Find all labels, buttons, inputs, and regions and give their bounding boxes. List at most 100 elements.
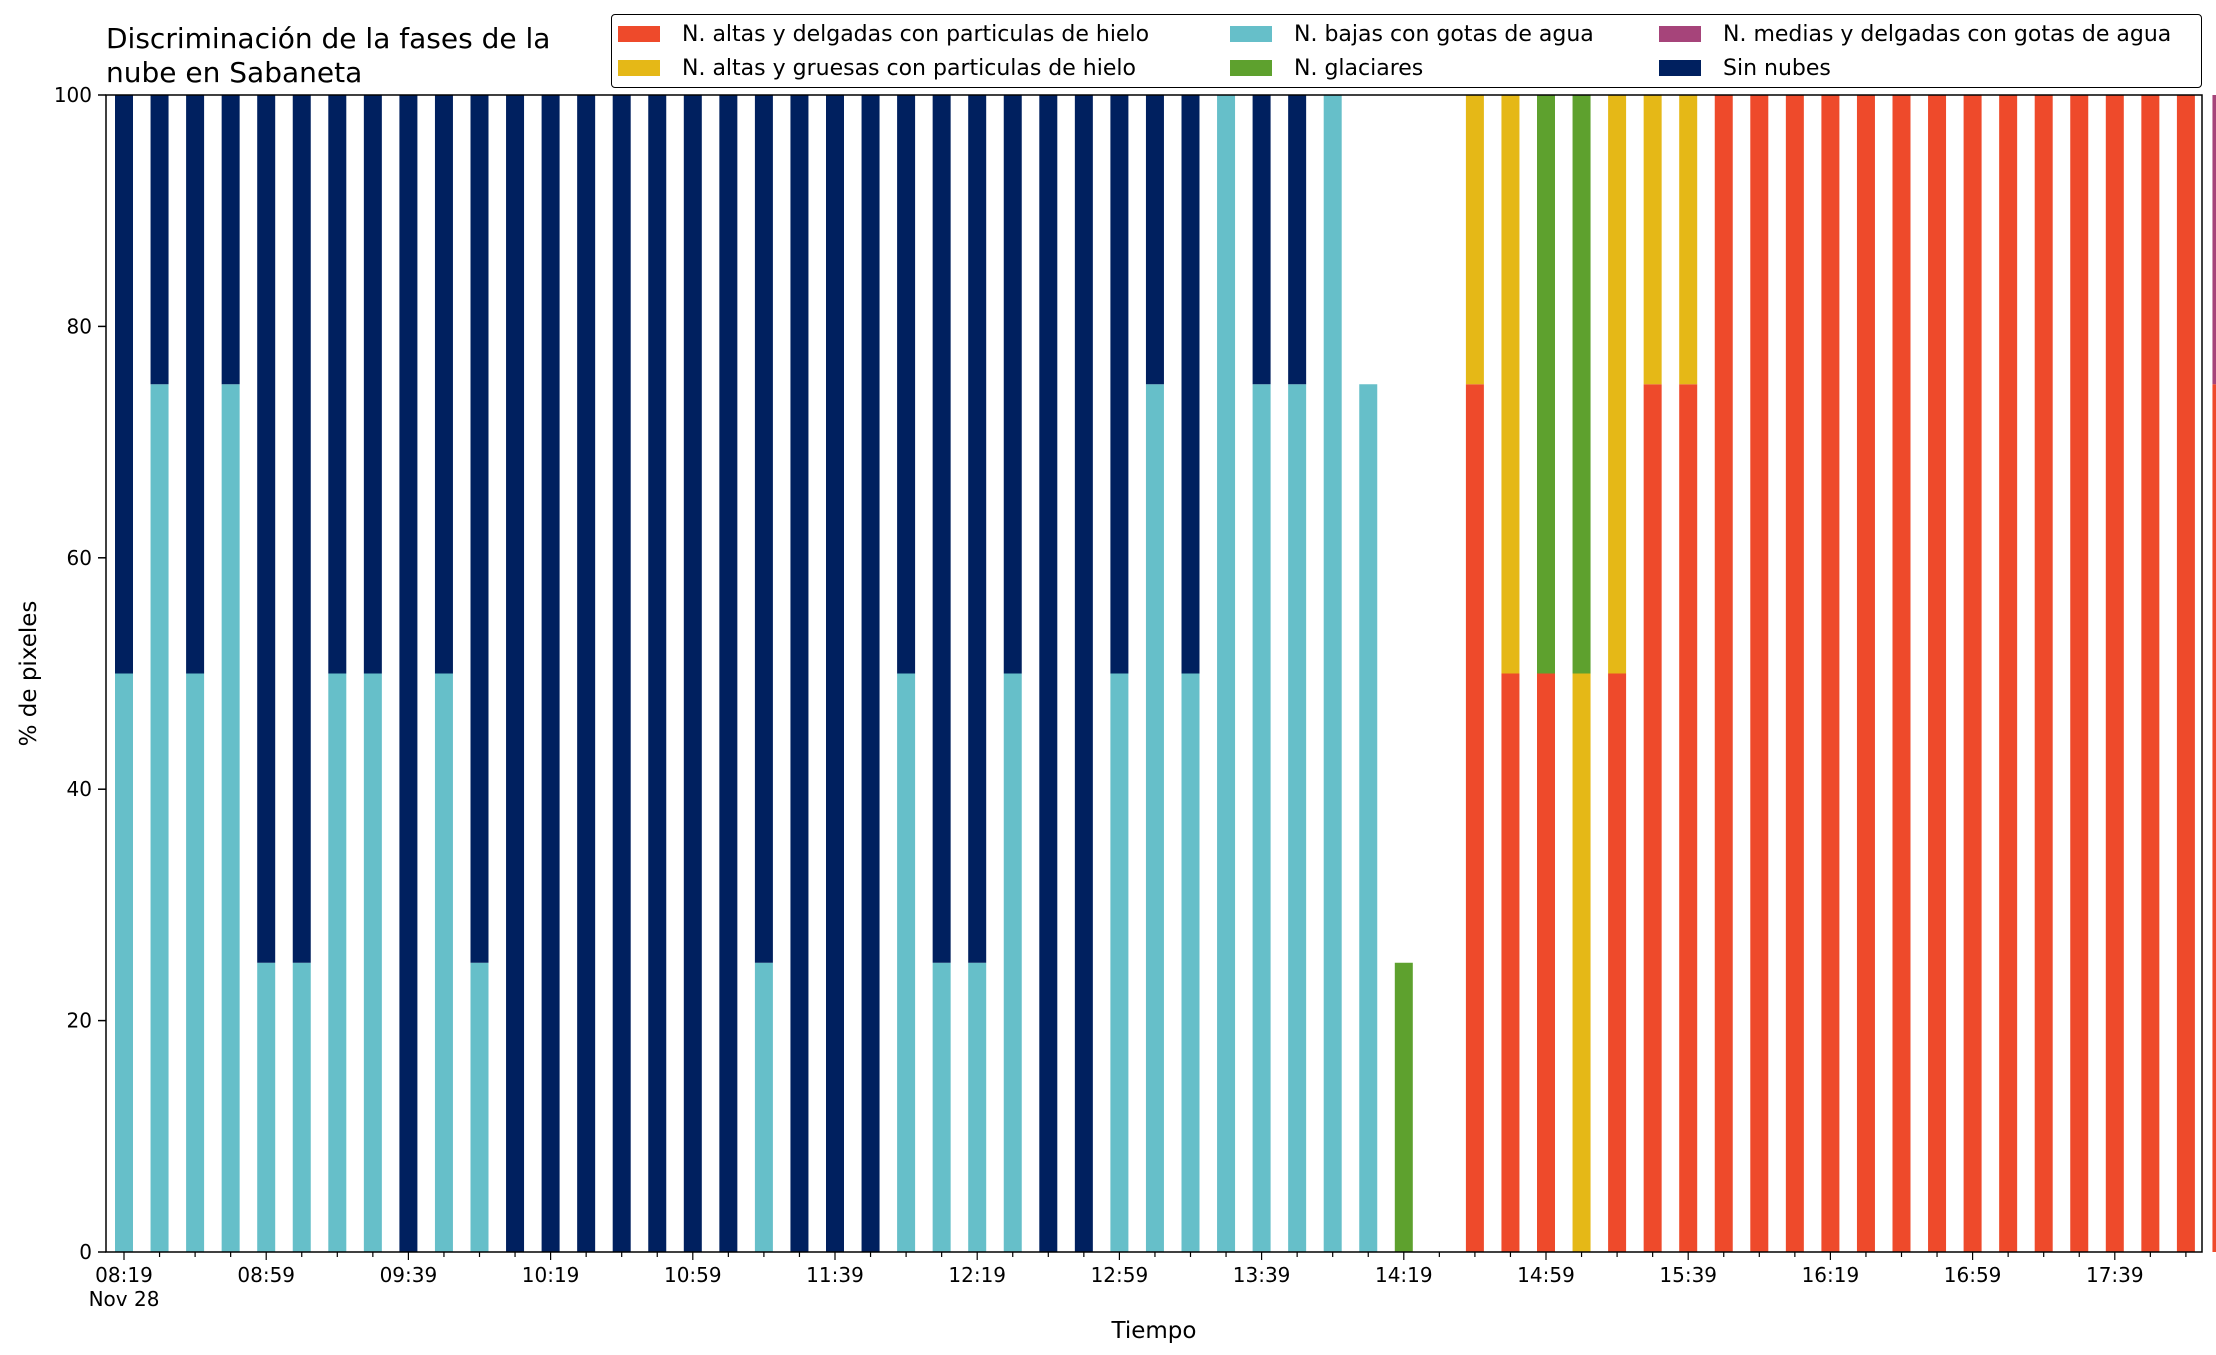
legend-item-altas-delgadas: N. altas y delgadas con particulas de hi… xyxy=(618,19,1149,49)
y-tick-label: 80 xyxy=(67,314,92,338)
bar-segment xyxy=(1608,95,1627,674)
bar-segment xyxy=(221,384,240,1252)
legend-item-medias-delgadas: N. medias y delgadas con gotas de agua xyxy=(1659,19,2171,49)
x-tick-label: 14:59 xyxy=(1517,1263,1575,1287)
bar-segment xyxy=(1145,95,1164,385)
bar-segment xyxy=(506,95,525,1252)
x-tick-label: 15:39 xyxy=(1659,1263,1717,1287)
bar-segment xyxy=(1359,384,1378,1252)
bar-segment xyxy=(1394,962,1413,1252)
bar-segment xyxy=(1074,95,1093,1252)
bar-segment xyxy=(115,673,133,1252)
bar-segment xyxy=(363,673,382,1252)
legend-swatch xyxy=(618,60,660,76)
bar-segment xyxy=(1785,95,1804,1252)
bar-segment xyxy=(1252,384,1271,1252)
bar-segment xyxy=(328,673,347,1252)
bar-segment xyxy=(1643,95,1662,385)
bar-segment xyxy=(968,95,987,963)
legend-item-glaciares: N. glaciares xyxy=(1230,53,1423,83)
legend-swatch xyxy=(1230,26,1272,42)
bar-segment xyxy=(1928,95,1947,1252)
y-tick-label: 20 xyxy=(67,1009,92,1033)
bar-segment xyxy=(470,962,489,1252)
bar-segment xyxy=(1288,384,1307,1252)
legend-item-sin-nubes: Sin nubes xyxy=(1659,53,1831,83)
legend-item-bajas-gotas: N. bajas con gotas de agua xyxy=(1230,19,1594,49)
chart-title-line-2: nube en Sabaneta xyxy=(106,56,363,89)
bar-segment xyxy=(292,95,311,963)
legend-label: N. bajas con gotas de agua xyxy=(1294,21,1594,47)
bar-segment xyxy=(932,962,951,1252)
bar-segment xyxy=(2141,95,2160,1252)
bar-segment xyxy=(1323,95,1342,1252)
bar-segment xyxy=(968,962,987,1252)
bar-segment xyxy=(1679,384,1698,1252)
bar-segment xyxy=(1963,95,1982,1252)
x-tick-label: 16:59 xyxy=(1944,1263,2002,1287)
bar-segment xyxy=(861,95,880,1252)
bar-segment xyxy=(1821,95,1840,1252)
x-tick-label: 16:19 xyxy=(1802,1263,1860,1287)
y-tick-label: 40 xyxy=(67,777,92,801)
bar-segment xyxy=(1501,95,1520,674)
bar-segment xyxy=(2212,384,2216,1252)
x-tick-label: 08:59 xyxy=(237,1263,295,1287)
bar-segment xyxy=(1892,95,1911,1252)
bar-segment xyxy=(1288,95,1307,385)
bar-segment xyxy=(2105,95,2124,1252)
plot-frame xyxy=(105,94,2203,1253)
x-date-label: Nov 28 xyxy=(89,1287,160,1311)
bar-segment xyxy=(1252,95,1271,385)
bar-segment xyxy=(1110,95,1129,674)
x-tick-label: 09:39 xyxy=(380,1263,438,1287)
x-tick-label: 08:19 xyxy=(95,1263,153,1287)
y-tick-label: 60 xyxy=(67,546,92,570)
bar-segment xyxy=(115,95,133,674)
bar-segment xyxy=(1572,673,1591,1252)
bar-segment xyxy=(292,962,311,1252)
bar-segment xyxy=(1003,95,1022,674)
bar-segment xyxy=(932,95,951,963)
bar-segment xyxy=(150,95,169,385)
bar-segment xyxy=(150,384,169,1252)
legend-label: N. altas y delgadas con particulas de hi… xyxy=(682,21,1150,47)
legend-item-altas-gruesas: N. altas y gruesas con particulas de hie… xyxy=(618,53,1136,83)
legend-swatch xyxy=(1659,60,1701,76)
bar-segment xyxy=(612,95,631,1252)
legend-label: N. altas y gruesas con particulas de hie… xyxy=(682,55,1136,81)
bar-segment xyxy=(1465,95,1484,385)
bar-segment xyxy=(1110,673,1129,1252)
legend-swatch xyxy=(1230,60,1272,76)
legend-label: Sin nubes xyxy=(1723,55,1831,81)
legend-swatch xyxy=(618,26,660,42)
bar-segment xyxy=(1856,95,1875,1252)
x-tick-label: 12:19 xyxy=(948,1263,1006,1287)
chart-legend: N. altas y delgadas con particulas de hi… xyxy=(611,14,2202,88)
bar-segment xyxy=(1714,95,1733,1252)
bar-segment xyxy=(186,673,205,1252)
x-tick-label: 13:39 xyxy=(1233,1263,1291,1287)
bar-segment xyxy=(434,95,453,674)
bar-segment xyxy=(1608,673,1627,1252)
bar-segment xyxy=(257,962,276,1252)
bar-segment xyxy=(2212,95,2216,385)
bar-segment xyxy=(826,95,844,1252)
bar-segment xyxy=(897,673,916,1252)
bar-segment xyxy=(1465,384,1484,1252)
bar-segment xyxy=(1181,95,1200,674)
bar-segment xyxy=(1537,95,1555,674)
bar-segment xyxy=(1217,95,1236,1252)
y-axis-label: % de pixeles xyxy=(16,601,42,747)
y-tick-label: 100 xyxy=(54,83,92,107)
bar-segment xyxy=(1572,95,1591,674)
x-tick-label: 17:39 xyxy=(2086,1263,2144,1287)
bar-segment xyxy=(1501,673,1520,1252)
bar-segment xyxy=(754,962,773,1252)
bar-segment xyxy=(683,95,702,1252)
bar-segment xyxy=(328,95,347,674)
bar-segment xyxy=(790,95,809,1252)
bar-segment xyxy=(1750,95,1769,1252)
bar-segment xyxy=(1181,673,1200,1252)
